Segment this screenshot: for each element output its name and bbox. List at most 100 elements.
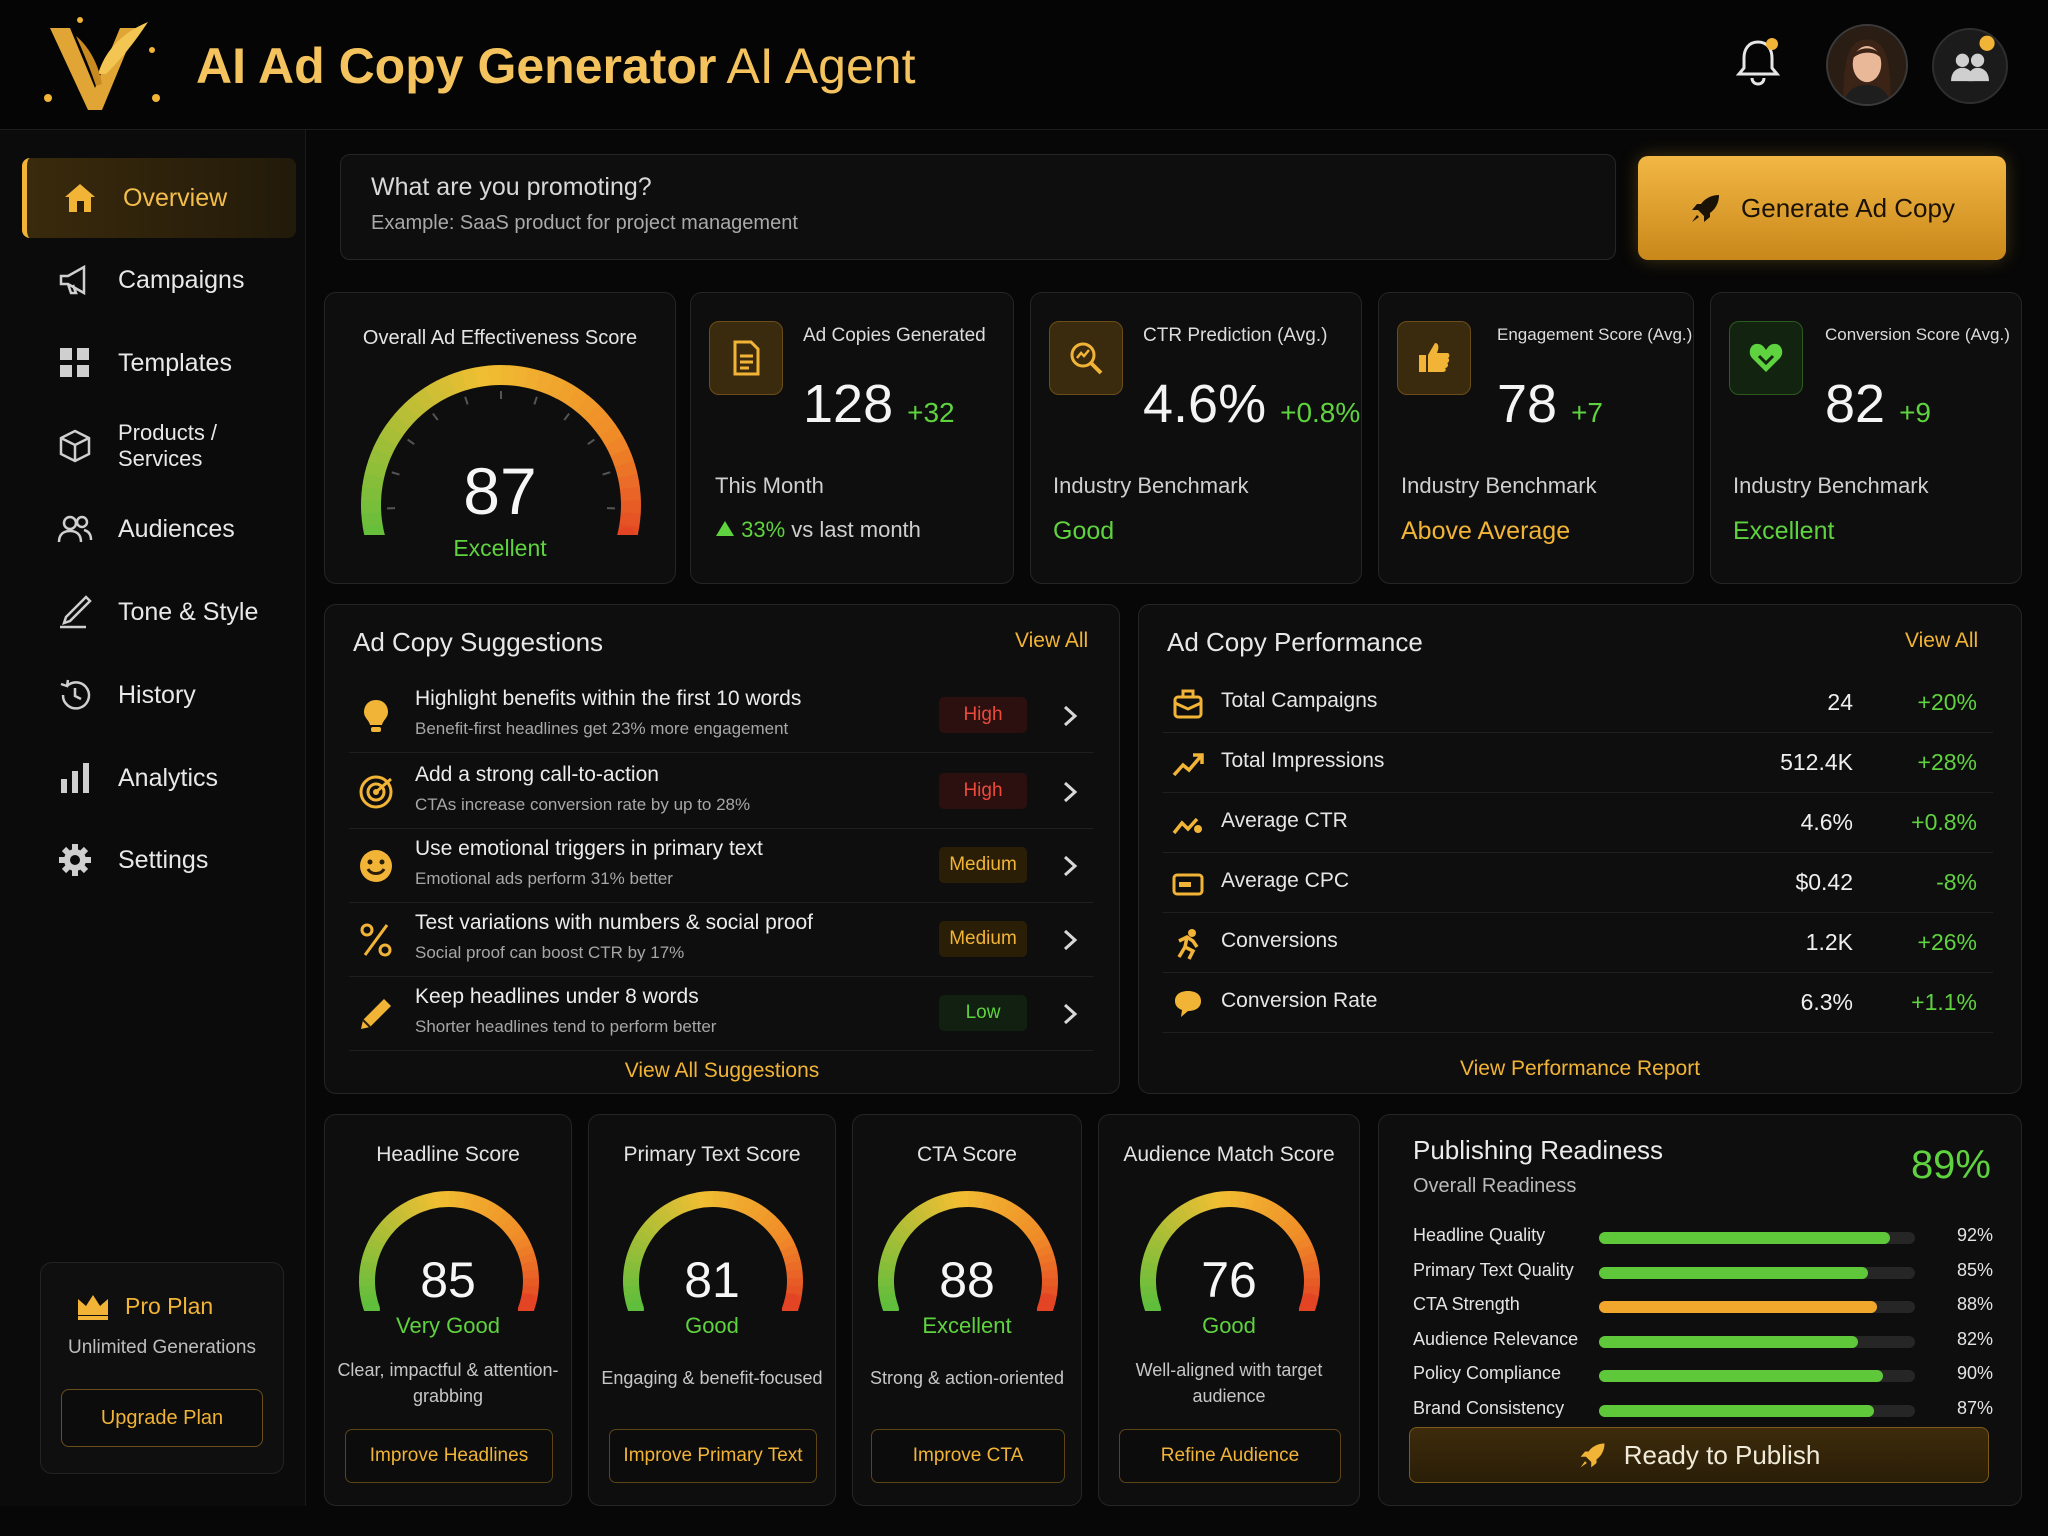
gauge-arc-segment: [753, 1205, 770, 1224]
stat-delta: +32: [907, 397, 955, 428]
primary-text-score-gauge: [623, 1191, 803, 1311]
sidebar-item-label: Templates: [118, 348, 232, 377]
readiness-overall-pct: 89%: [1910, 1143, 1991, 1187]
readiness-row: Brand Consistency 87%: [1413, 1396, 1993, 1426]
audience-match-score-gauge: [1140, 1191, 1320, 1311]
stat-value-number: 4.6%: [1143, 374, 1267, 434]
improve-primary-text-button[interactable]: Improve Primary Text: [609, 1429, 817, 1483]
view-performance-report-link[interactable]: View Performance Report: [1459, 1057, 1701, 1080]
chevron-right-icon[interactable]: [1057, 851, 1083, 881]
gauge-tick: [432, 412, 439, 421]
stat-card-conversion: Conversion Score (Avg.) 82 +9 Industry Be…: [1710, 292, 2022, 584]
team-icon: [1951, 35, 1995, 82]
gauge-arc-segment: [386, 413, 411, 437]
readiness-row: CTA Strength 88%: [1413, 1292, 1993, 1322]
readiness-bar-fill: [1599, 1404, 1874, 1417]
improve-cta-button[interactable]: Improve CTA: [871, 1429, 1065, 1483]
users-icon: [57, 515, 93, 543]
sidebar-item-overview[interactable]: Overview: [22, 158, 296, 238]
sidebar-item-settings[interactable]: Settings: [22, 820, 296, 900]
performance-value: 1.2K: [1805, 929, 1853, 955]
history-icon: [60, 679, 91, 710]
sidebar-item-label: Campaigns: [118, 265, 245, 294]
gauge-arc-segment: [455, 1191, 467, 1209]
suggestion-row[interactable]: Test variations with numbers & social pr…: [349, 903, 1093, 977]
score-desc: Well-aligned with target audience: [1135, 1360, 1323, 1406]
sidebar-item-templates[interactable]: Templates: [22, 323, 296, 403]
readiness-bar: [1599, 1404, 1915, 1417]
chevron-right-icon[interactable]: [1057, 925, 1083, 955]
lightbulb-icon: [364, 700, 388, 732]
gauge-tick: [464, 396, 469, 405]
suggestion-row[interactable]: Use emotional triggers in primary text E…: [349, 829, 1093, 903]
readiness-pct: 92%: [1956, 1225, 1993, 1245]
gauge-tick: [533, 396, 538, 405]
score-value: 76: [1201, 1252, 1257, 1308]
gauge-arc-segment: [764, 1216, 782, 1234]
sidebar-item-products[interactable]: Products / Services: [22, 406, 296, 486]
headline-score-gauge: [359, 1191, 539, 1311]
gauge-arc-segment: [695, 1191, 707, 1209]
gauge-arc-segment: [630, 1236, 649, 1251]
gauge-arc-segment: [1196, 1194, 1210, 1213]
readiness-bar: [1599, 1335, 1915, 1348]
gauge-arc-segment: [500, 1216, 518, 1234]
gauge-arc-segment: [1002, 1201, 1018, 1220]
gauge-arc-segment: [995, 1197, 1010, 1216]
readiness-bar-fill: [1599, 1301, 1878, 1313]
bell-icon[interactable]: [1730, 34, 1786, 90]
refine-audience-button[interactable]: Refine Audience: [1119, 1429, 1341, 1483]
chevron-right-icon[interactable]: [1057, 999, 1083, 1029]
sidebar-item-audiences[interactable]: Audiences: [22, 489, 296, 569]
promotion-input[interactable]: [371, 212, 1585, 235]
stat-card-engagement: Engagement Score (Avg.) 78 +7 Industry Be…: [1378, 292, 1694, 584]
sidebar-item-label: Tone & Style: [118, 597, 259, 626]
gauge-tick: [602, 471, 611, 476]
app-title: AI Ad Copy Generator AI Agent: [196, 36, 915, 96]
priority-badge: Medium: [939, 847, 1027, 883]
generate-ad-copy-button[interactable]: Generate Ad Copy: [1638, 156, 2006, 260]
chevron-right-icon[interactable]: [1057, 777, 1083, 807]
prompt-label: What are you promoting?: [371, 173, 652, 201]
gauge-arc-segment: [942, 1192, 955, 1211]
readiness-title: Publishing Readiness: [1413, 1135, 1664, 1165]
suggestion-row[interactable]: Keep headlines under 8 words Shorter hea…: [349, 977, 1093, 1051]
ready-to-publish-button[interactable]: Ready to Publish: [1409, 1427, 1989, 1483]
improve-headlines-button[interactable]: Improve Headlines: [345, 1429, 553, 1483]
gauge-tick: [563, 412, 570, 421]
readiness-bar: [1599, 1266, 1915, 1279]
performance-view-all-link[interactable]: View All: [1905, 629, 1979, 652]
sidebar-item-analytics[interactable]: Analytics: [22, 738, 296, 818]
gauge-arc-segment: [394, 403, 419, 428]
suggestion-title: Highlight benefits within the first 10 w…: [415, 687, 802, 710]
performance-row: Conversion Rate 6.3% +1.1%: [1163, 973, 1993, 1033]
gauge-arc-segment: [644, 1215, 662, 1234]
gauge-arc-segment: [584, 404, 608, 428]
view-all-suggestions-link[interactable]: View All Suggestions: [624, 1059, 820, 1082]
team-button[interactable]: [1932, 28, 2008, 104]
gear-icon: [59, 844, 91, 876]
performance-label: Conversion Rate: [1221, 989, 1378, 1012]
suggestion-desc: Social proof can boost CTR by 17%: [415, 943, 685, 962]
sidebar-item-tone-style[interactable]: Tone & Style: [22, 572, 296, 652]
suggestions-view-all-link[interactable]: View All: [1015, 629, 1089, 652]
score-rating: Good: [685, 1313, 739, 1338]
sidebar-item-history[interactable]: History: [22, 655, 296, 735]
heart-icon: [1749, 343, 1783, 372]
stat-value-number: 82: [1825, 374, 1886, 434]
chevron-right-icon[interactable]: [1057, 701, 1083, 731]
gauge-tick: [407, 438, 415, 446]
performance-delta: +28%: [1917, 749, 1977, 775]
suggestion-row[interactable]: Highlight benefits within the first 10 w…: [349, 679, 1093, 753]
score-card-audience-match: Audience Match Score 76 Good Well-aligne…: [1098, 1114, 1360, 1506]
readiness-label: Brand Consistency: [1413, 1397, 1565, 1418]
readiness-label: Headline Quality: [1413, 1225, 1546, 1245]
user-avatar[interactable]: [1826, 24, 1908, 106]
sidebar-item-campaigns[interactable]: Campaigns: [22, 240, 296, 320]
upgrade-plan-button[interactable]: Upgrade Plan: [61, 1389, 263, 1447]
gauge-arc-segment: [415, 1194, 429, 1213]
gauge-arc-segment: [469, 1194, 484, 1213]
performance-row: Average CTR 4.6% +0.8%: [1163, 793, 1993, 853]
overall-score-value: 87: [463, 454, 537, 528]
suggestion-row[interactable]: Add a strong call-to-action CTAs increas…: [349, 755, 1093, 829]
